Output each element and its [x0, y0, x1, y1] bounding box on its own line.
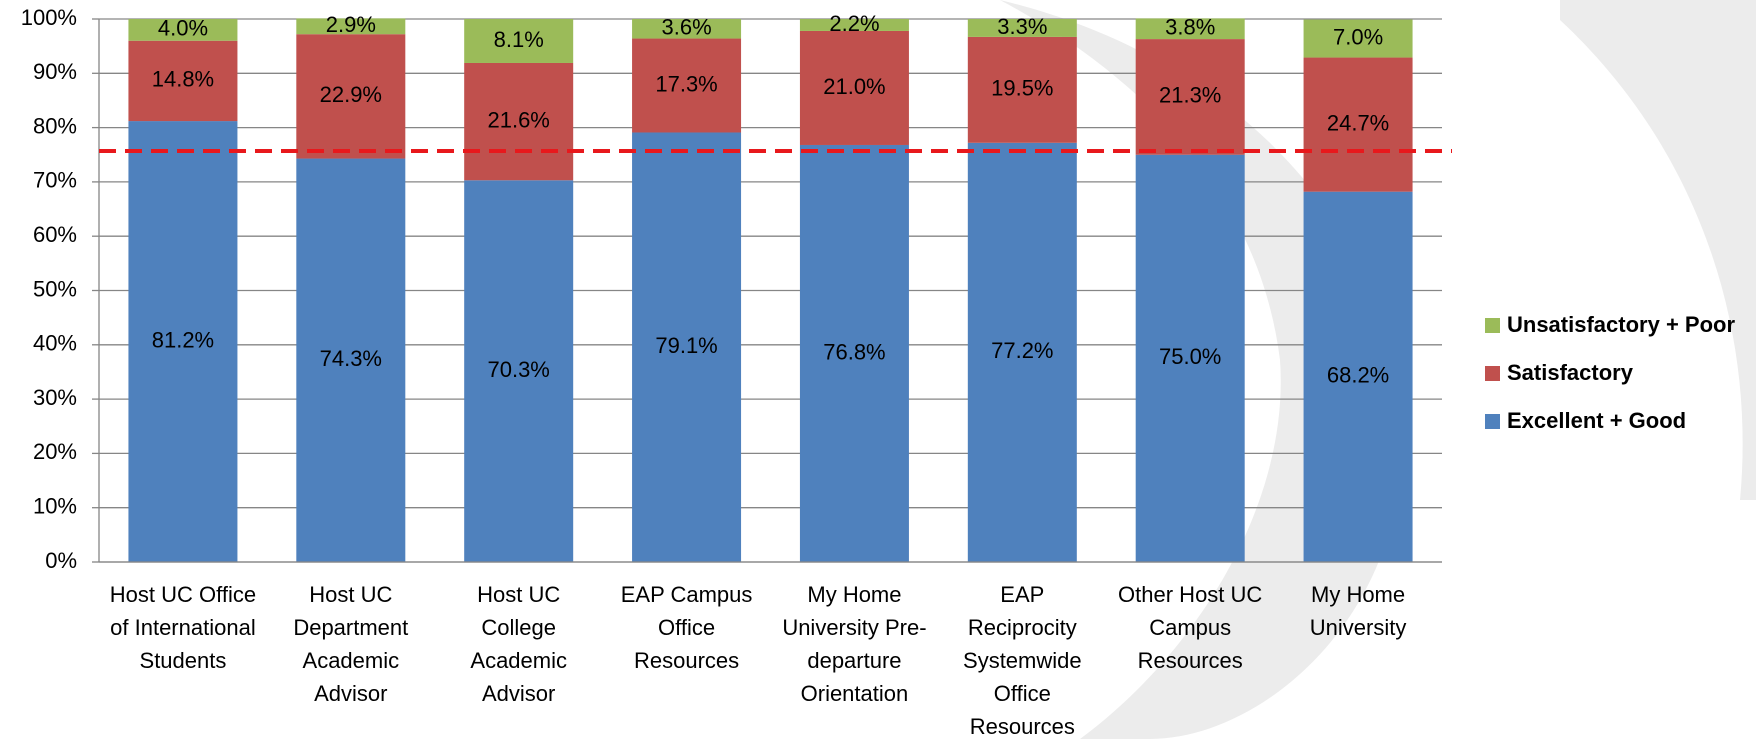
bar-segment [1303, 19, 1413, 58]
x-tick-label: Host UC Office of International Students [109, 582, 257, 673]
value-label: 24.7% [1327, 110, 1389, 135]
bar-segment [128, 40, 238, 122]
x-tick-label: EAP Campus Office Resources [620, 582, 753, 673]
value-label: 79.1% [655, 333, 717, 358]
bar-segment [799, 144, 909, 562]
bar-segment [799, 19, 909, 31]
legend-label: Unsatisfactory + Poor [1507, 312, 1735, 337]
value-label: 4.0% [158, 16, 208, 41]
value-label: 76.8% [823, 339, 885, 364]
bar-segment [464, 62, 574, 181]
bar-segment [464, 19, 574, 63]
bar-segment [967, 36, 1077, 143]
y-tick-label: 60% [33, 222, 77, 247]
value-label: 2.2% [829, 11, 879, 36]
bar-segment [1303, 191, 1413, 562]
value-label: 3.8% [1165, 15, 1215, 40]
watermark [1560, 0, 1756, 500]
bar-segment [1135, 154, 1245, 562]
x-tick-label: My Home University Pre-departure Orienta… [782, 582, 927, 706]
value-label: 17.3% [655, 71, 717, 96]
bar-segment [296, 158, 406, 562]
y-tick-label: 90% [33, 59, 77, 84]
value-label: 8.1% [494, 27, 544, 52]
y-tick-label: 20% [33, 439, 77, 464]
value-label: 2.9% [326, 12, 376, 37]
value-label: 21.3% [1159, 83, 1221, 108]
value-label: 3.6% [661, 15, 711, 40]
y-tick-label: 50% [33, 276, 77, 301]
y-tick-label: 10% [33, 494, 77, 519]
y-tick-label: 0% [45, 548, 77, 573]
bar-segment [464, 180, 574, 562]
bar-segment [128, 121, 238, 563]
value-label: 77.2% [991, 338, 1053, 363]
legend-swatch [1485, 414, 1500, 429]
legend-label: Satisfactory [1507, 360, 1634, 385]
y-tick-label: 30% [33, 385, 77, 410]
value-label: 19.5% [991, 76, 1053, 101]
y-tick-label: 40% [33, 331, 77, 356]
legend-label: Excellent + Good [1507, 408, 1686, 433]
bar-segment [1303, 57, 1413, 192]
value-label: 74.3% [320, 346, 382, 371]
value-label: 75.0% [1159, 344, 1221, 369]
value-label: 7.0% [1333, 24, 1383, 49]
value-label: 21.6% [487, 107, 549, 132]
bar-segment [632, 19, 742, 39]
x-tick-label: EAP Reciprocity Systemwide Office Resour… [963, 582, 1082, 739]
x-tick-label: Host UC Department Academic Advisor [293, 582, 409, 706]
value-label: 14.8% [152, 67, 214, 92]
watermark [1000, 0, 1402, 739]
bar-segment [1135, 18, 1245, 40]
bar-segment [632, 38, 742, 133]
value-label: 3.3% [997, 14, 1047, 39]
bar-segment [799, 30, 909, 145]
x-tick-label: My Home University [1309, 582, 1407, 640]
x-tick-label: Host UC College Academic Advisor [470, 582, 567, 706]
legend-swatch [1485, 366, 1500, 381]
bar-segment [967, 19, 1077, 37]
x-tick-label: Other Host UC Campus Resources [1118, 582, 1263, 673]
y-tick-label: 70% [33, 168, 77, 193]
bar-segment [128, 19, 238, 41]
bar-segment [296, 34, 406, 159]
value-label: 68.2% [1327, 363, 1389, 388]
y-tick-label: 100% [21, 5, 77, 30]
bar-segment [967, 142, 1077, 562]
value-label: 70.3% [487, 357, 549, 382]
bar-segment [296, 18, 406, 35]
bar-segment [632, 132, 742, 562]
value-label: 81.2% [152, 327, 214, 352]
legend-swatch [1485, 318, 1500, 333]
bar-segment [1135, 39, 1245, 155]
y-tick-label: 80% [33, 113, 77, 138]
value-label: 22.9% [320, 82, 382, 107]
value-label: 21.0% [823, 74, 885, 99]
